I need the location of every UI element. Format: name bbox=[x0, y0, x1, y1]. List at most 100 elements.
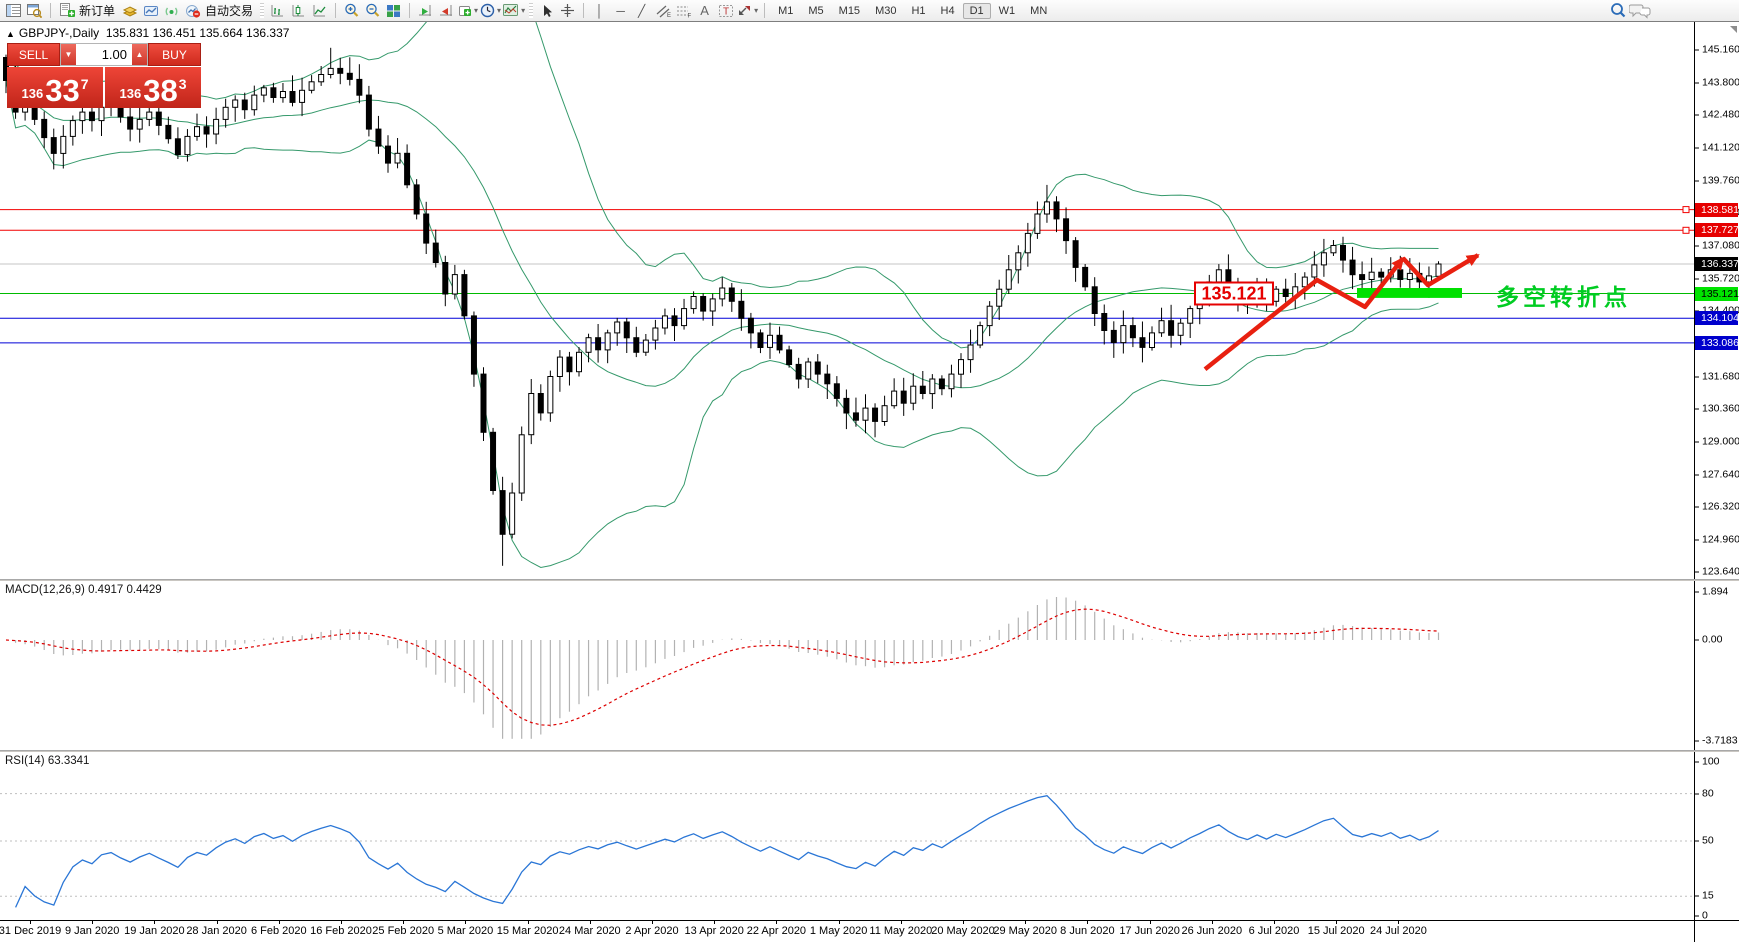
volume-decrease-button[interactable]: ▼ bbox=[61, 44, 76, 65]
rsi-pane[interactable]: RSI(14) 63.3341 bbox=[0, 752, 1694, 920]
timeframe-button-MN[interactable]: MN bbox=[1030, 4, 1048, 17]
rsi-plot bbox=[0, 752, 1694, 920]
zoom-in-icon[interactable] bbox=[342, 1, 361, 20]
search-icon[interactable] bbox=[1608, 1, 1627, 20]
add-object-icon[interactable]: ▾ bbox=[458, 1, 478, 20]
timeframe-button-M30[interactable]: M30 bbox=[875, 4, 897, 17]
horizontal-line-tool-icon[interactable]: ─ bbox=[616, 3, 625, 18]
timeframe-button-H1[interactable]: H1 bbox=[911, 4, 926, 17]
pane-separator[interactable] bbox=[0, 579, 1739, 581]
svg-text:多空转折点: 多空转折点 bbox=[1496, 284, 1631, 310]
chart-window-icon[interactable] bbox=[4, 1, 23, 20]
periods-icon[interactable]: ▾ bbox=[480, 1, 501, 20]
autoscroll-icon[interactable] bbox=[416, 1, 435, 20]
ohlc-open: 135.831 bbox=[105, 26, 150, 40]
tile-windows-icon[interactable] bbox=[384, 1, 403, 20]
data-window-icon[interactable] bbox=[25, 1, 44, 20]
date-label: 6 Feb 2020 bbox=[250, 925, 307, 937]
date-axis[interactable]: 31 Dec 2019 9 Jan 2020 19 Jan 2020 28 Jan 2… bbox=[0, 920, 1739, 942]
sell-button[interactable]: SELL bbox=[7, 43, 60, 66]
date-label: 26 Jun 2020 bbox=[1181, 925, 1243, 937]
sell-price-panel[interactable]: 136 33 7 bbox=[7, 67, 103, 108]
chat-icon[interactable] bbox=[1629, 1, 1651, 20]
candlestick-chart[interactable]: 135.121 多空转折点 bbox=[0, 22, 1694, 579]
timeframe-button-M1[interactable]: M1 bbox=[778, 4, 794, 17]
toolbar-separator bbox=[583, 3, 585, 18]
trendline-tool-icon[interactable]: ╱ bbox=[637, 3, 646, 18]
price-tick: 142.480 bbox=[1695, 109, 1739, 122]
date-label: 24 Mar 2020 bbox=[558, 925, 621, 937]
text-label-tool-icon[interactable]: T bbox=[716, 1, 735, 20]
price-axis[interactable]: 145.160143.800142.480141.120139.760138.4… bbox=[1694, 22, 1739, 579]
volume-increase-button[interactable]: ▲ bbox=[132, 44, 147, 65]
volume-input[interactable]: 1.00 bbox=[101, 47, 127, 62]
candlestick-mode-icon[interactable] bbox=[289, 1, 308, 20]
fibonacci-tool-icon[interactable]: F bbox=[674, 1, 693, 20]
text-tool-icon[interactable]: A bbox=[700, 3, 709, 18]
timeframe-button-M15[interactable]: M15 bbox=[838, 4, 861, 17]
axis-grip-icon bbox=[1730, 26, 1737, 33]
timeframe-button-M5[interactable]: M5 bbox=[808, 4, 824, 17]
svg-text:135.121: 135.121 bbox=[1201, 284, 1266, 304]
price-tick: 126.320 bbox=[1695, 501, 1739, 514]
toolbar-separator bbox=[335, 3, 337, 18]
rsi-axis-tick: 15 bbox=[1695, 890, 1739, 903]
date-tick bbox=[1211, 921, 1213, 924]
price-level-tag: 134.104 bbox=[1695, 311, 1739, 326]
macd-value-signal: 0.4429 bbox=[126, 584, 162, 596]
market-depth-icon[interactable] bbox=[120, 1, 139, 20]
date-label: 24 Jul 2020 bbox=[1369, 925, 1427, 937]
date-label: 15 Mar 2020 bbox=[496, 925, 559, 937]
macd-plot bbox=[0, 581, 1694, 750]
autotrade-label[interactable]: 自动交易 bbox=[205, 4, 254, 18]
date-label: 20 May 2020 bbox=[931, 925, 995, 937]
buy-button[interactable]: BUY bbox=[148, 43, 201, 66]
indicators-icon[interactable]: ▾ bbox=[503, 1, 525, 20]
signals-icon[interactable] bbox=[162, 1, 181, 20]
rsi-axis-tick: 100 bbox=[1695, 756, 1739, 769]
macd-axis[interactable]: 1.894 0.00 -3.7183 bbox=[1694, 581, 1739, 750]
line-chart-mode-icon[interactable] bbox=[310, 1, 329, 20]
date-label: 5 Mar 2020 bbox=[437, 925, 494, 937]
chart-shift-icon[interactable] bbox=[437, 1, 456, 20]
date-tick bbox=[652, 921, 653, 924]
pane-separator[interactable] bbox=[0, 750, 1739, 752]
collapse-trade-panel-icon[interactable]: ▲ bbox=[6, 29, 15, 39]
date-tick bbox=[341, 921, 342, 924]
date-tick bbox=[30, 921, 31, 924]
autotrade-icon[interactable] bbox=[183, 1, 202, 20]
vertical-line-tool-icon[interactable]: │ bbox=[595, 3, 604, 18]
rsi-axis[interactable]: 100 80 50 15 0 bbox=[1694, 752, 1739, 922]
price-level-tag: 137.727 bbox=[1695, 223, 1739, 238]
arrows-tool-icon[interactable]: ▾ bbox=[737, 1, 758, 20]
zoom-out-icon[interactable] bbox=[363, 1, 382, 20]
timeframe-button-D1[interactable]: D1 bbox=[962, 2, 991, 19]
main-chart-pane[interactable]: ▲ GBPJPY-,Daily 135.831 136.451 135.664 1… bbox=[0, 22, 1694, 579]
macd-pane[interactable]: MACD(12,26,9) 0.4917 0.4429 bbox=[0, 581, 1694, 750]
macd-value-main: 0.4917 bbox=[88, 584, 124, 596]
new-order-icon[interactable] bbox=[57, 1, 76, 20]
publish-chart-icon[interactable] bbox=[141, 1, 160, 20]
date-label: 15 Jul 2020 bbox=[1307, 925, 1365, 937]
buy-price-panel[interactable]: 136 38 3 bbox=[105, 67, 201, 108]
date-tick bbox=[1336, 921, 1338, 924]
date-label: 11 May 2020 bbox=[869, 925, 933, 937]
buy-price-big: 38 bbox=[143, 73, 178, 108]
date-label: 22 Apr 2020 bbox=[746, 925, 807, 937]
price-tick: 124.960 bbox=[1695, 534, 1739, 547]
price-tick: 139.760 bbox=[1695, 175, 1739, 188]
cursor-tool-icon[interactable] bbox=[537, 1, 556, 20]
timeframe-button-H4[interactable]: H4 bbox=[940, 4, 955, 17]
price-tick: 123.640 bbox=[1695, 566, 1739, 579]
date-tick bbox=[1274, 921, 1275, 924]
chart-title: ▲ GBPJPY-,Daily 135.831 136.451 135.664 1… bbox=[6, 26, 289, 40]
timeframe-button-W1[interactable]: W1 bbox=[998, 4, 1016, 17]
new-order-label[interactable]: 新订单 bbox=[79, 4, 116, 18]
crosshair-tool-icon[interactable] bbox=[558, 1, 577, 20]
toolbar-separator bbox=[50, 3, 51, 18]
price-tick: 130.360 bbox=[1695, 403, 1739, 416]
bar-chart-mode-icon[interactable] bbox=[268, 1, 287, 20]
buy-price-sup: 3 bbox=[178, 76, 187, 92]
channel-tool-icon[interactable]: E bbox=[653, 1, 672, 20]
price-tick: 145.160 bbox=[1695, 44, 1739, 57]
